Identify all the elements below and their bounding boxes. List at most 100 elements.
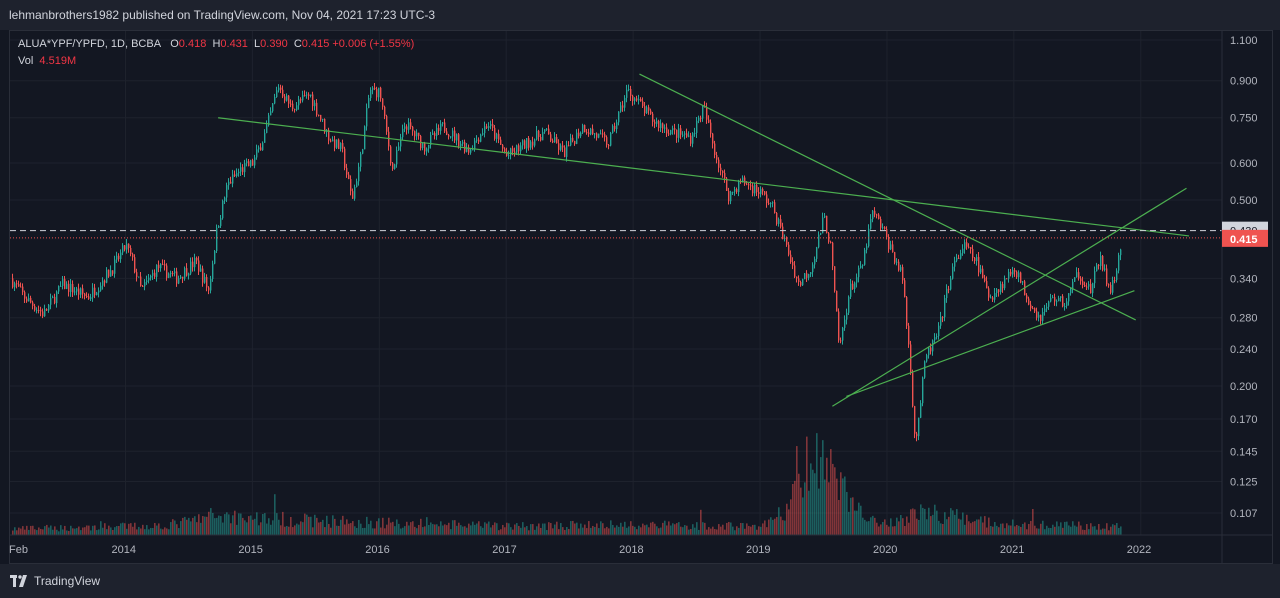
candle-body — [376, 89, 378, 98]
volume-bar — [118, 526, 120, 535]
volume-bar — [684, 525, 686, 535]
volume-bar — [62, 529, 64, 535]
volume-bar — [134, 522, 136, 535]
candle-body — [796, 276, 798, 279]
volume-bar — [504, 527, 506, 535]
candle-body — [878, 214, 880, 219]
volume-bar — [578, 528, 580, 535]
volume-bar — [952, 510, 954, 535]
candle-body — [106, 269, 108, 283]
volume-bar — [892, 526, 894, 535]
candle-body — [68, 283, 70, 292]
x-tick-label: 2021 — [1000, 544, 1024, 556]
trendlines[interactable] — [218, 73, 1190, 407]
volume-bar — [898, 521, 900, 535]
open-label: O — [170, 38, 179, 50]
symbol-name[interactable]: ALUA*YPF/YPFD, 1D, BCBA — [18, 38, 162, 50]
candle-body — [1078, 272, 1080, 279]
candle-body — [986, 281, 988, 289]
candle-body — [30, 297, 32, 303]
candle-body — [394, 164, 396, 169]
candle-body — [966, 242, 968, 247]
price-axis[interactable]: 1.1000.9000.7500.6000.5000.4300.4150.340… — [1230, 35, 1258, 520]
volume-bar — [46, 524, 48, 535]
candle-body — [312, 94, 314, 107]
candle-body — [290, 103, 292, 105]
volume-bar — [858, 502, 860, 535]
volume-bar — [876, 522, 878, 535]
x-tick-label: Feb — [9, 544, 28, 556]
candle-body — [324, 119, 326, 132]
volume-bar — [1108, 530, 1110, 535]
volume-bar — [1054, 526, 1056, 535]
volume-bar — [314, 514, 316, 535]
volume-bar — [1000, 523, 1002, 535]
candle-body — [1004, 278, 1006, 289]
candle-body — [1110, 284, 1112, 293]
footer-bar: TradingView — [0, 564, 1280, 598]
candle-body — [494, 127, 496, 139]
volume-bar — [1052, 524, 1054, 535]
volume-bar — [902, 518, 904, 535]
volume-bar — [988, 517, 990, 535]
candle-body — [920, 403, 922, 418]
volume-bar — [940, 523, 942, 535]
trendline[interactable] — [846, 290, 1135, 398]
volume-bar — [302, 522, 304, 535]
volume-bar — [890, 518, 892, 535]
candle-body — [654, 121, 656, 124]
candle-body — [802, 279, 804, 286]
candle-body — [716, 154, 718, 160]
candle-body — [458, 134, 460, 147]
volume-bar — [842, 478, 844, 535]
volume-bar — [574, 523, 576, 535]
trendline[interactable] — [832, 187, 1187, 407]
candle-body — [448, 134, 450, 137]
volume-bar — [412, 521, 414, 535]
volume-bar — [268, 518, 270, 535]
volume-bar — [44, 526, 46, 535]
candle-body — [310, 94, 312, 96]
volume-bar — [746, 523, 748, 535]
volume-bar — [620, 522, 622, 535]
candle-body — [586, 132, 588, 134]
candle-body — [110, 270, 112, 277]
volume-bar — [352, 521, 354, 535]
volume-bar — [530, 524, 532, 535]
candle-body — [298, 99, 300, 106]
volume-bar — [982, 522, 984, 535]
volume-bar — [726, 522, 728, 535]
volume-bar — [78, 526, 80, 535]
candle-body — [362, 149, 364, 154]
time-axis[interactable]: Feb 2014 2015 2016 2017 2018 2019 2020 2021 2022 — [9, 544, 1151, 556]
trendline[interactable] — [639, 73, 1136, 321]
candle-body — [444, 122, 446, 132]
candle-body — [666, 127, 668, 134]
candle-body — [836, 290, 838, 312]
volume-bar — [154, 522, 156, 535]
chart-frame[interactable] — [9, 30, 1273, 564]
candle-body — [574, 141, 576, 144]
candle-body — [580, 132, 582, 137]
candle-body — [506, 151, 508, 156]
volume-bar — [424, 526, 426, 535]
volume-bar — [206, 516, 208, 535]
volume-bar — [204, 516, 206, 535]
candle-body — [250, 160, 252, 167]
candle-body — [686, 133, 688, 137]
last-price-box — [1222, 229, 1268, 247]
candle-body — [192, 261, 194, 268]
volume-bar — [202, 516, 204, 535]
candle-body — [996, 289, 998, 294]
tradingview-logo[interactable]: TradingView — [10, 574, 100, 588]
volume-bar — [1120, 526, 1122, 535]
volume-bar — [958, 518, 960, 535]
trendline[interactable] — [218, 117, 1190, 237]
candle-body — [806, 273, 808, 278]
candle-body — [266, 125, 268, 133]
candle-body — [856, 277, 858, 283]
candle-body — [138, 276, 140, 278]
volume-bar — [1044, 529, 1046, 535]
volume-bar — [640, 527, 642, 535]
